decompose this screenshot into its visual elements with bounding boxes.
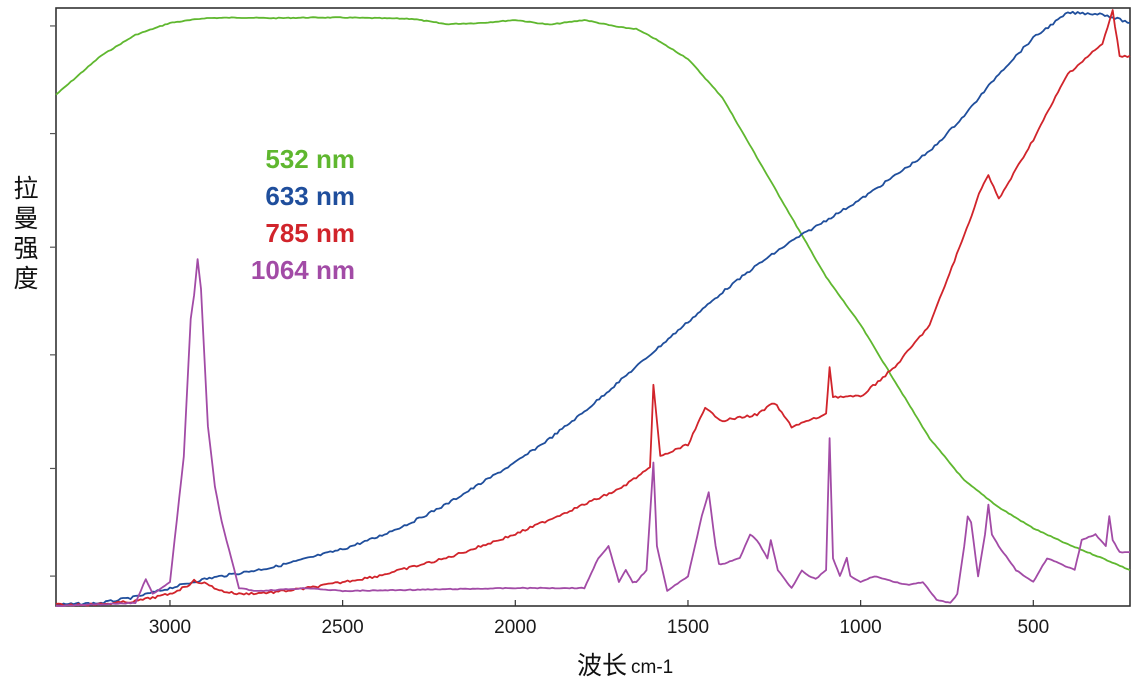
x-tick-label: 3000 [149, 617, 191, 638]
legend-entry: 1064 nm [251, 255, 355, 285]
x-axis-unit: cm-1 [631, 657, 673, 678]
axes: 3000 2500 2000 1500 1000 500 [50, 7, 1131, 638]
x-axis-label: 波长 [577, 651, 627, 680]
x-tick-label: 1000 [839, 617, 881, 638]
x-tick-label: 1500 [667, 617, 709, 638]
y-axis-label-char: 曼 [13, 204, 38, 233]
y-axis-label-char: 强 [13, 234, 38, 263]
legend-entry: 633 nm [265, 181, 355, 211]
legend-entry: 785 nm [265, 218, 355, 248]
x-tick-label: 500 [1017, 617, 1049, 638]
series-line-532-nm [55, 16, 1131, 571]
x-tick-label: 2000 [494, 617, 536, 638]
legend-entry: 532 nm [265, 144, 355, 174]
plot-frame [55, 7, 1131, 607]
series-lines [55, 9, 1131, 607]
series-line-633-nm [55, 10, 1131, 606]
series-line-785-nm [55, 9, 1131, 607]
y-axis-label-char: 度 [13, 264, 38, 293]
legend: 532 nm 633 nm 785 nm 1064 nm [251, 144, 355, 285]
x-tick-label: 2500 [321, 617, 363, 638]
series-line-1064-nm [55, 258, 1131, 607]
y-axis-label-char: 拉 [13, 174, 38, 203]
